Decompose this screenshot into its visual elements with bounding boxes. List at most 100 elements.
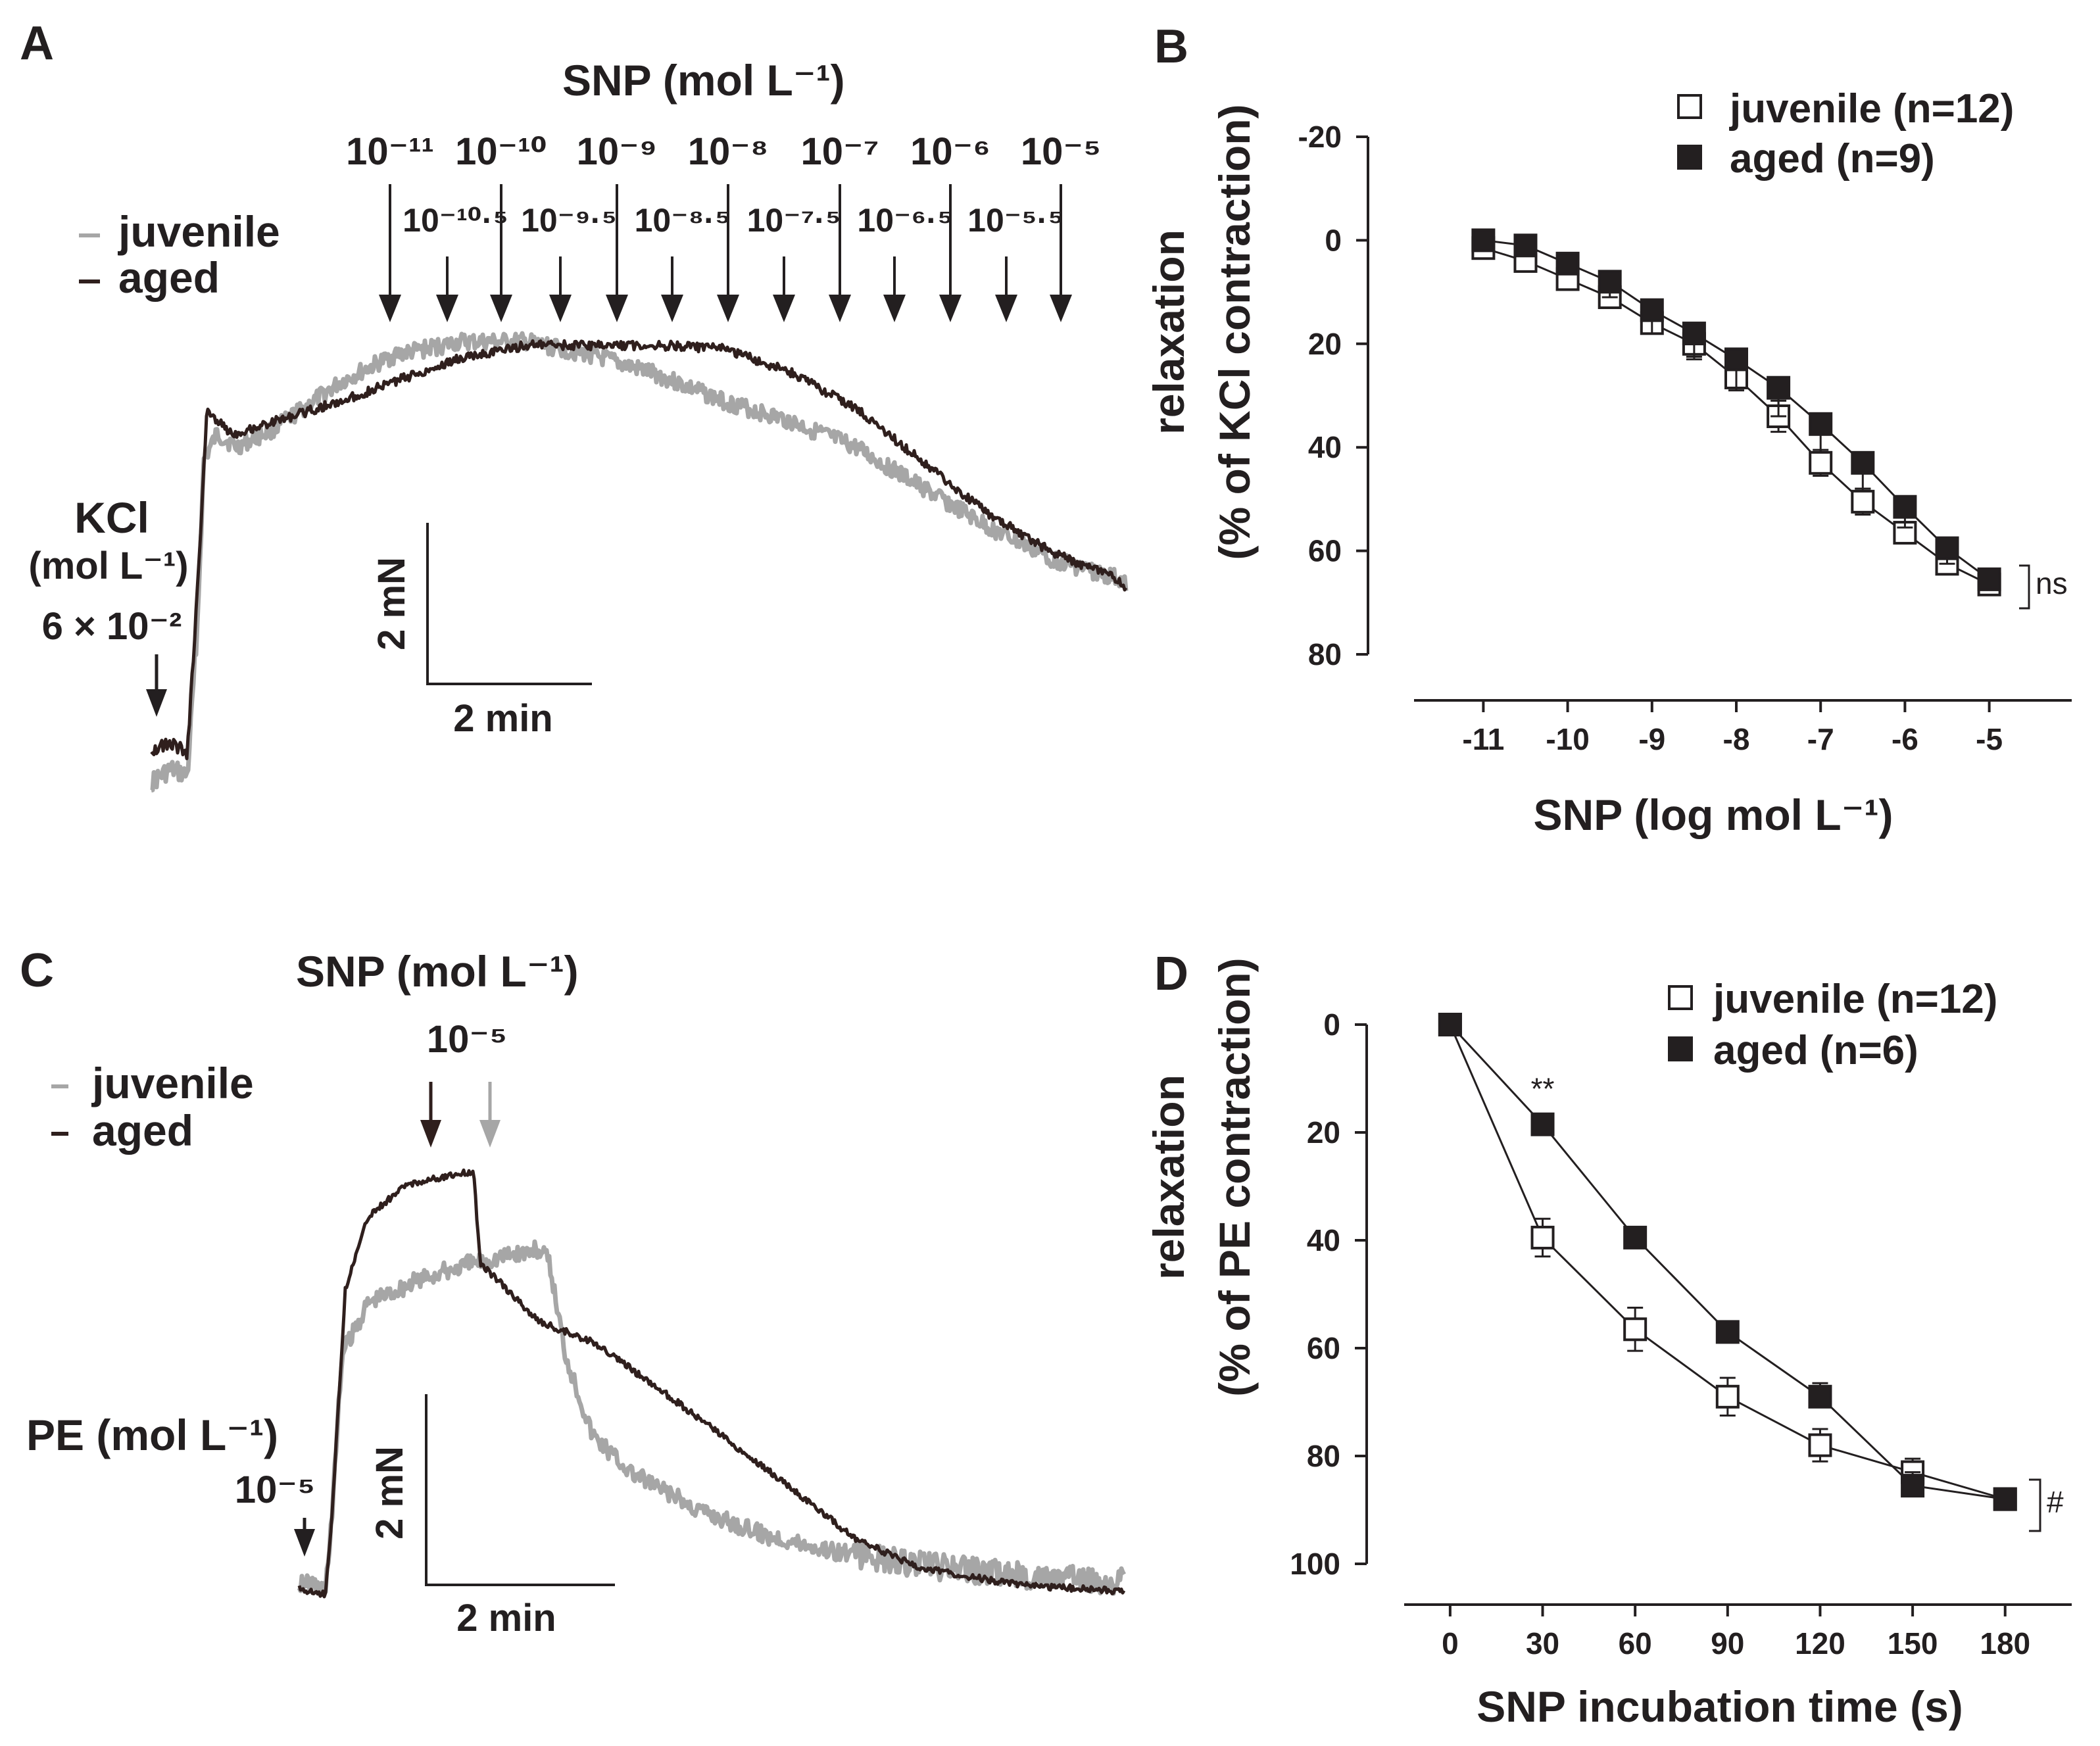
- data-point-aged: [1767, 376, 1791, 400]
- pe-label: PE (mol L⁻¹): [26, 1411, 278, 1459]
- data-point-aged: [1715, 1320, 1740, 1344]
- y-tick-label: 40: [1307, 1223, 1340, 1257]
- data-point-aged: [1901, 1474, 1925, 1498]
- y-tick-label: -20: [1298, 120, 1342, 154]
- data-point-juvenile: [1530, 1225, 1555, 1249]
- data-point-juvenile: [1715, 1384, 1740, 1409]
- x-tick-label: 0: [1442, 1626, 1459, 1661]
- panel-d-series: [1438, 1013, 2017, 1511]
- kcl-label: KCl: [74, 493, 149, 542]
- panel-b-axes: -20 0 20 40 60 80 -11 -10 -9 -8 -7 -6 -5: [1298, 120, 2072, 756]
- snp-arrow-head: [939, 295, 962, 322]
- y-tick-label: 100: [1290, 1547, 1340, 1581]
- panel-a-snp-arrows: [379, 184, 1072, 322]
- panel-b-series: [1471, 228, 2001, 596]
- panel-c-snp-concentration: 10⁻⁵: [427, 1018, 507, 1061]
- snp-half-label: 10⁻⁹·⁵: [521, 202, 617, 239]
- panel-d-xlabel: SNP incubation time (s): [1477, 1682, 1963, 1731]
- legend-aged-label-b: aged (n=9): [1730, 136, 1935, 182]
- data-point-aged: [1598, 270, 1622, 294]
- panel-b-significance: ns: [2036, 566, 2068, 600]
- panel-a-snp-major-labels: 10⁻¹¹ 10⁻¹⁰ 10⁻⁹ 10⁻⁸ 10⁻⁷ 10⁻⁶ 10⁻⁵: [346, 130, 1101, 173]
- x-tick-label: -7: [1807, 722, 1834, 756]
- legend-juvenile-label-a: juvenile: [117, 207, 280, 256]
- snp-half-label: 10⁻⁷·⁵: [747, 202, 841, 239]
- series-aged: [1471, 228, 2001, 591]
- trace-aged-a: [150, 339, 1128, 760]
- data-point-aged: [1471, 228, 1496, 253]
- trace-aged-c: [297, 1168, 1126, 1599]
- scale-bar-c-x-label: 2 min: [456, 1597, 556, 1639]
- snp-half-label: 10⁻⁸·⁵: [635, 202, 731, 239]
- panel-c-snp-header: SNP (mol L⁻¹): [296, 947, 579, 996]
- snp-arrow-head: [436, 295, 458, 322]
- snp-half-label: 10⁻¹⁰·⁵: [403, 202, 508, 239]
- panel-b: B relaxation (% of KCl contraction) SNP …: [1144, 20, 2072, 839]
- data-point-aged: [1809, 412, 1833, 436]
- kcl-unit: (mol L⁻¹): [28, 545, 188, 587]
- x-tick-label: -5: [1976, 722, 2003, 756]
- snp-arrow-head: [606, 295, 628, 322]
- snp-arrow-head: [379, 295, 401, 322]
- legend-juvenile-label-b: juvenile (n=12): [1729, 86, 2014, 132]
- snp-arrow-head: [717, 295, 739, 322]
- panel-a-snp-half-labels: 10⁻¹⁰·⁵ 10⁻⁹·⁵ 10⁻⁸·⁵ 10⁻⁷·⁵ 10⁻⁶·⁵ 10⁻⁵·⁵: [403, 202, 1063, 239]
- y-tick-label: 20: [1307, 1115, 1340, 1150]
- data-point-aged: [1935, 536, 1959, 560]
- scale-bar-a: [426, 523, 592, 685]
- snp-major-label: 10⁻¹¹: [346, 130, 434, 173]
- series-juvenile: [1438, 1013, 2017, 1511]
- x-tick-label: -8: [1723, 722, 1750, 756]
- y-tick-label: 40: [1308, 430, 1342, 464]
- x-tick-label: -9: [1638, 722, 1665, 756]
- scale-bar-a-x-label: 2 min: [453, 697, 553, 740]
- panel-b-significance-bracket: [2019, 564, 2030, 610]
- data-point-aged: [1808, 1384, 1832, 1409]
- y-tick-label: 80: [1308, 637, 1342, 671]
- data-point-aged: [1555, 251, 1580, 276]
- x-tick-label: 60: [1619, 1626, 1652, 1661]
- kcl-arrow: [146, 654, 167, 717]
- snp-major-label: 10⁻⁶: [910, 130, 990, 173]
- data-point-aged: [1724, 347, 1748, 372]
- panel-c-letter: C: [20, 944, 54, 997]
- snp-major-label: 10⁻⁹: [577, 130, 658, 173]
- y-tick-label: 0: [1325, 223, 1342, 257]
- legend-aged-label-c: aged: [92, 1106, 193, 1155]
- x-tick-label: -6: [1892, 722, 1918, 756]
- snp-half-label: 10⁻⁶·⁵: [857, 202, 952, 239]
- data-point-aged: [1513, 233, 1538, 258]
- snp-arrow-head: [995, 295, 1017, 322]
- legend-juvenile-marker-b: [1677, 94, 1702, 119]
- x-tick-label: -11: [1462, 722, 1504, 756]
- data-point-aged: [1993, 1487, 2017, 1511]
- panel-b-xlabel: SNP (log mol L⁻¹): [1534, 790, 1893, 839]
- scale-bar-c-y-label: 2 mN: [368, 1446, 411, 1540]
- legend-juvenile-label-c: juvenile: [91, 1059, 254, 1107]
- panel-a-snp-header: SNP (mol L⁻¹): [562, 56, 845, 105]
- panel-d-ylabel-line2: (% of PE contraction): [1210, 958, 1259, 1396]
- panel-b-letter: B: [1154, 20, 1188, 73]
- data-point-juvenile: [1808, 1433, 1832, 1457]
- x-tick-label: 90: [1711, 1626, 1744, 1661]
- data-point-aged: [1893, 495, 1917, 519]
- x-tick-label: 180: [1980, 1626, 2030, 1661]
- data-point-juvenile: [1851, 489, 1875, 514]
- legend-juvenile-marker-d: [1668, 985, 1693, 1010]
- panel-d-significance: #: [2047, 1485, 2064, 1519]
- legend-aged-label-a: aged: [118, 253, 220, 302]
- series-juvenile: [1471, 236, 2001, 596]
- panel-b-ylabel-line1: relaxation: [1144, 230, 1193, 435]
- x-tick-label: 150: [1888, 1626, 1938, 1661]
- legend-aged-label-d: aged (n=6): [1713, 1028, 1918, 1073]
- legend-aged-marker-d: [1668, 1036, 1693, 1061]
- data-point-juvenile: [1809, 450, 1833, 475]
- y-tick-label: 60: [1307, 1331, 1340, 1365]
- snp-arrow-head: [883, 295, 906, 322]
- panel-d-axes: 0 20 40 60 80 100 0 30 60 90 120 150 180: [1290, 1007, 2072, 1661]
- x-tick-label: 120: [1795, 1626, 1845, 1661]
- pe-arrow: [294, 1518, 315, 1557]
- panel-a: A SNP (mol L⁻¹) 10⁻¹¹ 10⁻¹⁰ 10⁻⁹ 10⁻⁸ 10⁻⁷ 10…: [20, 17, 1129, 793]
- snp-arrow-head: [773, 295, 795, 322]
